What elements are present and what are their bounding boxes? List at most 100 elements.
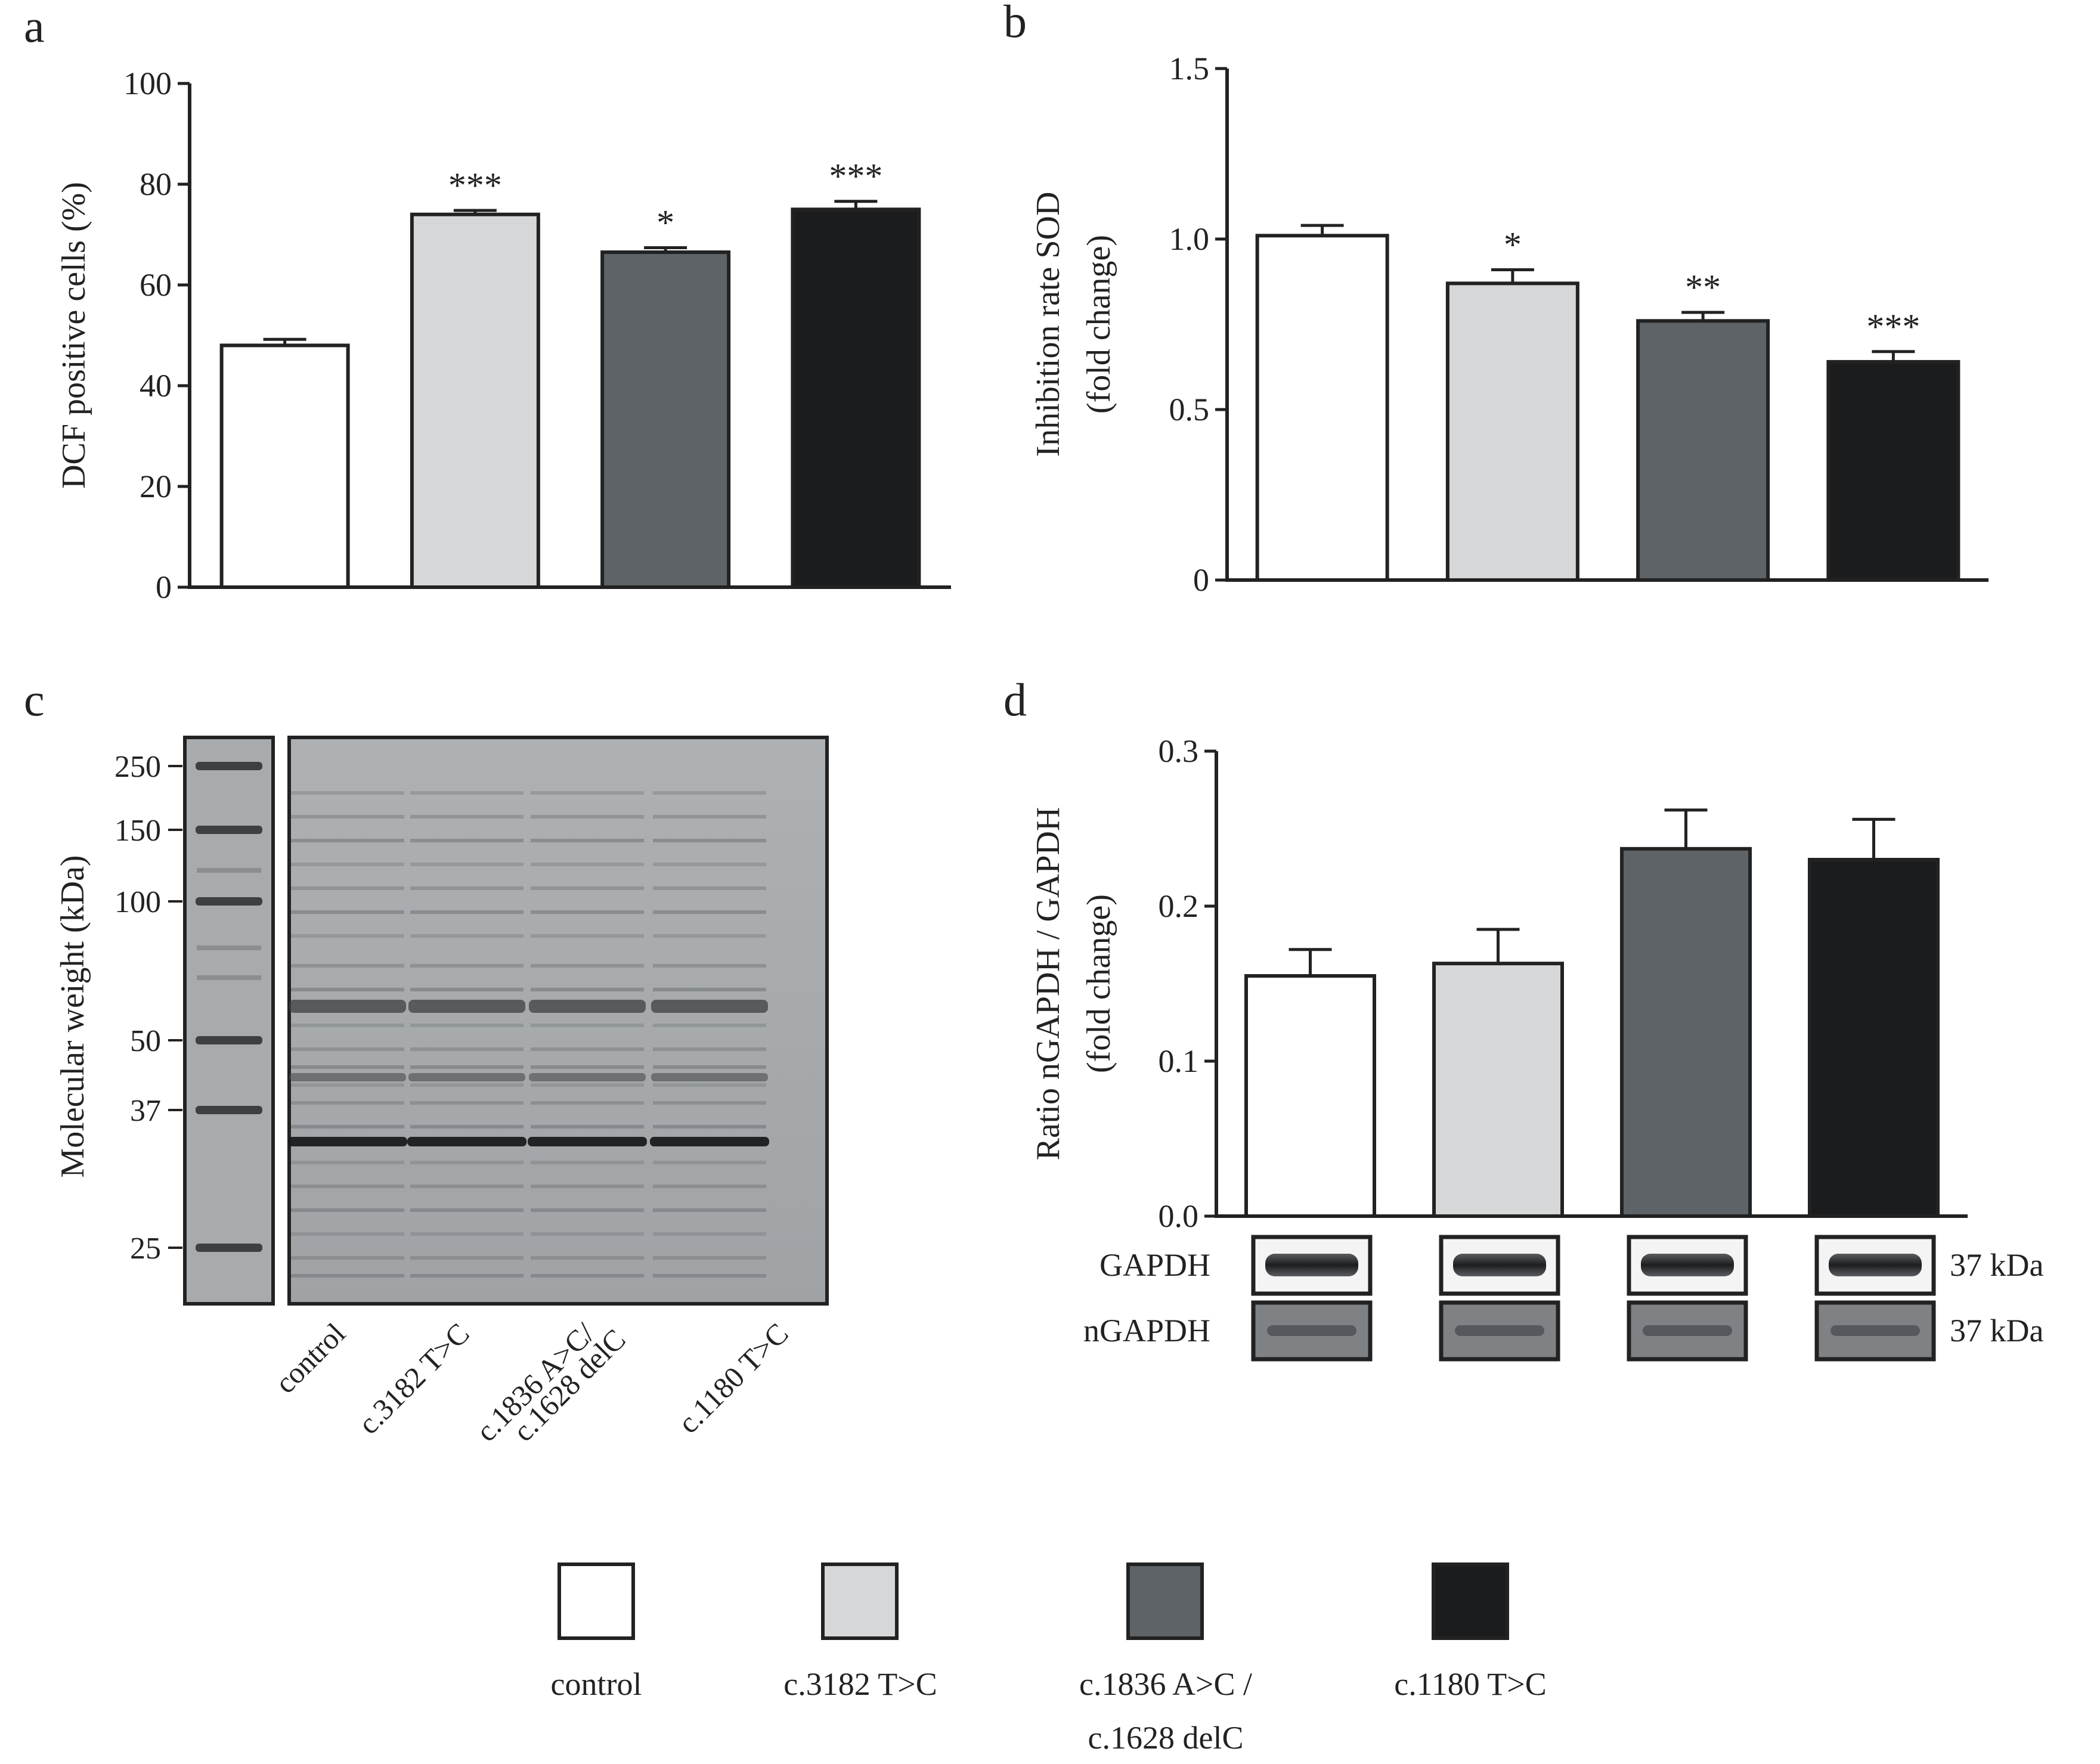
y-tick-label: 0.5: [1169, 392, 1210, 427]
marker-band: [196, 1106, 262, 1114]
y-tick-label: 0.2: [1159, 888, 1199, 924]
gel-band-faint: [410, 988, 524, 991]
gel-band-faint: [291, 886, 404, 890]
gel-band-faint: [291, 1101, 404, 1105]
marker-label: 25: [130, 1232, 161, 1266]
gel-band-faint: [291, 910, 404, 914]
gel-band-faint: [531, 1232, 644, 1236]
blot-label-ngapdh: nGAPDH: [1083, 1313, 1210, 1348]
gel-band-faint: [531, 1185, 644, 1188]
sample-gel: [287, 736, 829, 1306]
gel-band-faint: [291, 964, 404, 968]
marker-band: [196, 762, 262, 770]
gel-band-faint: [291, 1208, 404, 1212]
lane-label-control: control: [268, 1316, 352, 1400]
y-axis-label: Inhibition rate SOD: [1030, 192, 1067, 457]
gel-band-faint: [291, 1065, 404, 1069]
gel-band-faint: [531, 1256, 644, 1260]
gel-band-faint: [410, 1024, 524, 1027]
gel-band-faint: [291, 1232, 404, 1236]
marker-label: 37: [130, 1094, 161, 1128]
blot-gapdh-band: [1829, 1254, 1922, 1276]
gel-band-faint: [653, 815, 766, 819]
blot-ngapdh-band: [1830, 1325, 1920, 1336]
gel-band-faint: [653, 1274, 766, 1278]
legend-swatch-c1180: [1432, 1563, 1509, 1640]
gel-band-faint: [653, 1101, 766, 1105]
gel-band-faint: [410, 863, 524, 866]
gel-band-faint: [653, 934, 766, 938]
gel-band-faint: [291, 863, 404, 866]
gel-band-faint: [410, 910, 524, 914]
blot-size-ngapdh: 37 kDa: [1950, 1313, 2043, 1348]
significance-label: ***: [829, 157, 882, 196]
gel-bands: [288, 791, 769, 1278]
marker-labels: 250 150 100 50 37 25: [114, 750, 182, 1266]
legend-label-c3182: c.3182 T>C: [783, 1666, 937, 1702]
gel-band-faint: [410, 1125, 524, 1129]
gel-band-faint: [653, 988, 766, 991]
gel-band-faint: [291, 1161, 404, 1164]
gel-band: [289, 1073, 406, 1081]
gel-band-faint: [291, 1024, 404, 1027]
gel-band-faint: [410, 815, 524, 819]
blot-size-gapdh: 37 kDa: [1950, 1247, 2043, 1283]
y-tick-label: 1.5: [1169, 51, 1210, 86]
gel-band-faint: [653, 1065, 766, 1069]
gel-band-main: [407, 1137, 526, 1146]
significance-label: **: [1685, 268, 1721, 307]
marker-bands: [196, 762, 262, 1252]
marker-label: 50: [130, 1024, 161, 1058]
gel-band-faint: [653, 910, 766, 914]
gel-band-main: [288, 1137, 407, 1146]
gel-band-faint: [653, 1125, 766, 1129]
marker-label: 250: [114, 750, 161, 784]
bar-3: [1620, 847, 1752, 1219]
panel-letter-d: d: [1003, 674, 1027, 726]
legend-label-c1836: c.1836 A>C /: [1079, 1666, 1252, 1702]
gel-band-faint: [291, 1125, 404, 1129]
bar-3: [1636, 319, 1770, 582]
gel-band-faint: [653, 1083, 766, 1087]
gel-band-faint: [291, 1083, 404, 1087]
legend-swatch-c1836: [1126, 1563, 1204, 1640]
gel-band-faint: [410, 1274, 524, 1278]
gel-band-faint: [291, 1274, 404, 1278]
gel-band-faint: [410, 1232, 524, 1236]
significance-label: *: [1504, 225, 1522, 264]
gel-band-faint: [291, 815, 404, 819]
gel-band: [408, 1000, 525, 1013]
bar-2: [410, 212, 540, 589]
panel-letter-c: c: [24, 674, 45, 726]
blot-ngapdh-band: [1267, 1325, 1356, 1336]
gel-band-faint: [531, 863, 644, 866]
legend-swatch-control: [557, 1563, 635, 1640]
bar-3: [600, 250, 731, 589]
gel-band-faint: [291, 988, 404, 991]
gel-band-faint: [653, 1208, 766, 1212]
y-axis-label: (fold change): [1080, 235, 1117, 414]
gel-band-main: [528, 1137, 647, 1146]
gel-band-faint: [653, 1232, 766, 1236]
y-tick-label: 0: [156, 569, 172, 605]
gel-band-faint: [410, 886, 524, 890]
gel-band-faint: [653, 1256, 766, 1260]
gel-band-faint: [531, 1047, 644, 1051]
gel-band: [529, 1073, 646, 1081]
bar-2: [1432, 962, 1564, 1218]
blot-boxes: [1251, 1235, 1936, 1362]
lane-label-c1180: c.1180 T>C: [671, 1316, 795, 1440]
legend-label-control: control: [551, 1666, 642, 1702]
bar-1: [1244, 974, 1376, 1218]
marker-lane: [183, 736, 275, 1306]
gel-band: [651, 1000, 768, 1013]
panel-d-blots: GAPDH nGAPDH 37 kDa 37 kDa: [1083, 1235, 2043, 1362]
gel-band-faint: [291, 934, 404, 938]
gel-band-faint: [531, 791, 644, 795]
gel-band-faint: [653, 1047, 766, 1051]
gel-band-faint: [531, 1274, 644, 1278]
gel-band-faint: [410, 1065, 524, 1069]
bar-1: [1255, 234, 1389, 582]
marker-band: [196, 1036, 262, 1044]
